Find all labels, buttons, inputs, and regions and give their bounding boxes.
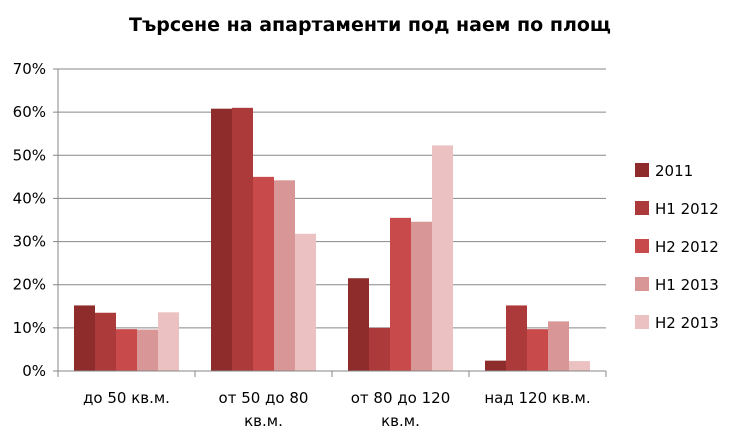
legend-swatch xyxy=(635,315,649,329)
bar xyxy=(232,107,253,371)
legend-swatch xyxy=(635,239,649,253)
bars xyxy=(74,107,590,371)
bar xyxy=(485,360,506,371)
y-tick-label: 30% xyxy=(13,233,46,251)
bar xyxy=(295,233,316,371)
bar xyxy=(74,305,95,371)
x-axis: до 50 кв.м. от 50 до 80 кв.м. от 80 до 120 к… xyxy=(57,370,607,430)
bar xyxy=(116,329,137,371)
chart-title: Търсене на апартаменти под наем по площ xyxy=(129,14,611,36)
legend-label: H1 2013 xyxy=(655,276,719,294)
bar xyxy=(253,176,274,371)
legend-label: 2011 xyxy=(655,162,693,180)
x-tick-label: до 50 кв.м. xyxy=(83,389,170,407)
legend-swatch xyxy=(635,201,649,215)
bar xyxy=(348,278,369,371)
legend: 2011 H1 2012 H2 2012 H1 2013 H2 2013 xyxy=(635,162,719,332)
bar xyxy=(158,312,179,371)
bar xyxy=(95,312,116,371)
legend-label: H1 2012 xyxy=(655,200,719,218)
y-tick-label: 40% xyxy=(13,189,46,207)
legend-label: H2 2012 xyxy=(655,238,719,256)
bar xyxy=(274,180,295,371)
x-tick-label: над 120 кв.м. xyxy=(484,389,590,407)
y-tick-label: 70% xyxy=(13,60,46,78)
bar xyxy=(569,361,590,371)
y-axis: 0% 10% 20% 30% 40% 50% 60% 70% xyxy=(13,60,59,380)
bar xyxy=(548,321,569,371)
y-tick-label: 10% xyxy=(13,319,46,337)
x-tick-label: от 50 до 80 кв.м. xyxy=(219,389,309,430)
bar xyxy=(411,221,432,371)
bar xyxy=(432,145,453,371)
bar xyxy=(369,327,390,371)
legend-swatch xyxy=(635,163,649,177)
y-tick-label: 50% xyxy=(13,146,46,164)
x-tick-label: от 80 до 120 кв.м. xyxy=(351,389,451,430)
bar xyxy=(506,305,527,371)
y-tick-label: 20% xyxy=(13,276,46,294)
legend-swatch xyxy=(635,277,649,291)
bar xyxy=(390,217,411,371)
bar xyxy=(527,329,548,371)
y-tick-label: 60% xyxy=(13,103,46,121)
bar xyxy=(137,329,158,371)
gridlines xyxy=(58,68,606,329)
y-tick-label: 0% xyxy=(22,362,46,380)
legend-label: H2 2013 xyxy=(655,314,719,332)
bar xyxy=(211,108,232,371)
